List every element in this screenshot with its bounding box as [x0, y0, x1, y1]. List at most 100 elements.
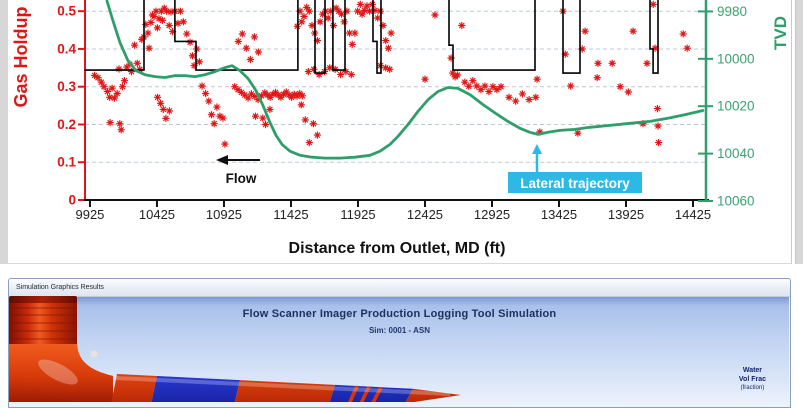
scatter-marker [624, 87, 633, 97]
scatter-marker [258, 113, 267, 123]
chart-svg: 0 0.1 0.2 0.3 0.4 0.5 9925 10425 10925 11425 11925… [11, 0, 790, 257]
scatter-marker [593, 59, 603, 68]
scatter-marker [313, 130, 322, 140]
scatter-marker [430, 10, 440, 20]
scatter-marker [195, 57, 204, 66]
scatter-marker [608, 59, 617, 68]
scatter-marker [117, 125, 126, 134]
scatter-marker [115, 119, 124, 128]
scatter-marker [642, 59, 652, 68]
scatter-marker [518, 89, 527, 99]
scatter-marker [165, 21, 174, 30]
legend-line-volfrac: Vol Frac [738, 375, 766, 383]
scatter-marker [265, 105, 275, 114]
lateral-label: Lateral trajectory [520, 176, 630, 191]
scatter-marker [114, 64, 124, 74]
scatter-marker [457, 21, 466, 30]
left-axis-title: Gas Holdup [11, 6, 31, 107]
right-axis-title: TVD [771, 16, 790, 50]
x-tick-label: 10425 [139, 207, 175, 222]
scatter-marker [386, 28, 396, 38]
left-tick-label: 0.1 [57, 155, 76, 170]
left-tick-label: 0.2 [57, 117, 76, 132]
simulation-graphics-window: Simulation Graphics Results Flow Scanner… [8, 278, 791, 408]
scatter-marker [176, 7, 185, 16]
legend-line-fraction: (fraction) [740, 384, 765, 391]
scatter-marker [250, 32, 259, 42]
right-tick-label: 10060 [717, 194, 755, 209]
x-tick-label: 13425 [541, 207, 577, 222]
flow-arrowhead-icon [216, 155, 228, 165]
right-tick-label: 10000 [717, 51, 755, 66]
lateral-trajectory-line [105, 0, 705, 160]
scatter-marker [107, 84, 117, 93]
scatter-marker [504, 93, 514, 102]
scatter-marker [484, 87, 494, 96]
scatter-marker [511, 96, 520, 106]
scatter-marker [356, 0, 365, 9]
scatter-marker [381, 36, 390, 45]
scatter-marker [105, 118, 115, 127]
scatter-marker [524, 95, 534, 104]
left-tick-label: 0.5 [57, 4, 76, 19]
scatter-marker [653, 121, 663, 131]
x-tick-label: 13925 [608, 207, 644, 222]
scatter-marker [146, 18, 156, 27]
scatter-marker [309, 119, 318, 128]
scatter-marker [130, 41, 139, 50]
scatter-marker [251, 112, 260, 121]
left-tick-label: 0.3 [57, 79, 76, 94]
flow-label: Flow [226, 171, 257, 186]
scatter-marker [165, 106, 174, 116]
scatter-marker [207, 110, 216, 119]
x-tick-label: 10925 [206, 207, 242, 222]
window-titlebar[interactable]: Simulation Graphics Results [9, 279, 790, 297]
scatter-marker [204, 96, 213, 106]
scatter-marker [153, 23, 162, 32]
right-tick-label: 10040 [717, 146, 755, 161]
left-tick-label: 0 [68, 193, 76, 208]
scatter-marker [468, 76, 477, 85]
scatter-marker [616, 82, 625, 91]
scatter-marker [683, 44, 692, 53]
right-tick-label: 9980 [717, 4, 747, 19]
scatter-marker [566, 81, 575, 91]
lateral-label-box [508, 172, 642, 193]
scatter-marker [238, 29, 247, 39]
scatter-marker [297, 100, 306, 109]
scatter-marker [210, 119, 219, 128]
scatter-marker [580, 27, 590, 36]
x-axis-title: Distance from Outlet, MD (ft) [289, 240, 506, 257]
scatter-marker [182, 29, 191, 39]
scatter-marker [628, 27, 638, 36]
scatter-marker [348, 40, 357, 49]
scatter-marker [653, 104, 662, 113]
lateral-arrowhead-icon [532, 144, 542, 154]
scatter-marker [654, 138, 663, 147]
x-tick-label: 12425 [407, 207, 443, 222]
scatter-marker [234, 37, 243, 46]
scatter-marker [179, 17, 188, 26]
scatter-marker [350, 28, 360, 38]
scatter-marker [201, 89, 210, 98]
scatter-marker [144, 44, 154, 53]
right-tick-label: 10020 [717, 99, 755, 114]
scatter-marker [254, 47, 263, 57]
scatter-marker [315, 17, 325, 26]
scatter-marker [197, 81, 207, 91]
scatter-marker [420, 75, 430, 84]
scatter-marker [212, 102, 222, 112]
scatter-marker [220, 139, 230, 149]
scatter-marker [679, 29, 688, 39]
scatter-marker [384, 44, 393, 53]
x-tick-label: 11925 [340, 207, 375, 222]
scatter-marker [301, 115, 310, 125]
simulation-title: Flow Scanner Imager Production Logging T… [242, 308, 557, 320]
scatter-marker [242, 44, 251, 53]
scatter-marker [188, 51, 197, 60]
scatter-marker [305, 138, 314, 147]
water-volfrac-legend: Water Vol Frac (fraction) [739, 367, 766, 392]
legend-line-water: Water [742, 367, 763, 374]
scatter-marker [531, 93, 540, 102]
